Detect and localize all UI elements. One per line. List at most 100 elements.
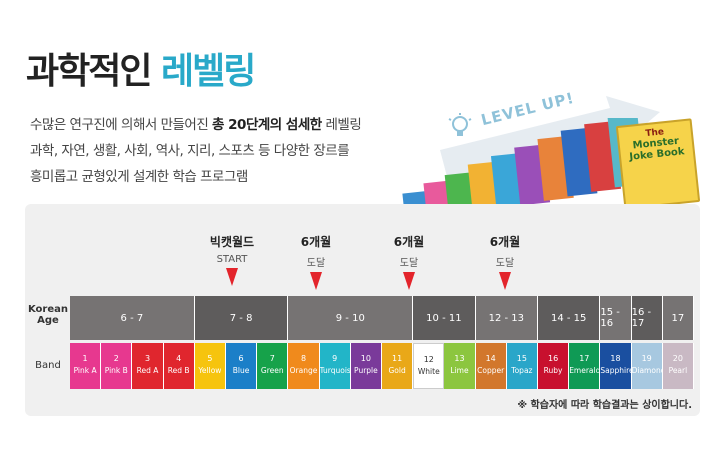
band-cell-14: 14 Copper xyxy=(475,343,507,389)
band-cell-13: 13 Lime xyxy=(444,343,476,389)
band-name: Gold xyxy=(388,366,406,375)
marker-arrow-icon xyxy=(403,272,415,290)
age-cell: 9 - 10 xyxy=(288,296,414,340)
marker-title: 6개월 xyxy=(489,235,521,249)
band-name: Turquoise xyxy=(319,366,356,375)
marker-title: 6개월 xyxy=(393,235,425,249)
band-number: 19 xyxy=(641,354,652,363)
age-cell: 17 xyxy=(662,296,694,340)
book-stack-image xyxy=(402,118,645,208)
band-number: 7 xyxy=(269,354,275,363)
band-name: Pink B xyxy=(104,366,128,375)
band-cell-12: 12 White xyxy=(413,343,445,389)
desc-text: 레벨링 xyxy=(321,117,362,133)
age-label-line-1: Korean xyxy=(27,304,69,315)
age-label-line-2: Age xyxy=(37,315,59,326)
korean-age-label: Korean Age xyxy=(26,304,70,326)
band-cell-18: 18 Sapphire xyxy=(600,343,634,389)
band-cell-15: 15 Topaz xyxy=(506,343,538,389)
marker-arrow-icon xyxy=(499,272,511,290)
marker-title: 빅캣월드 xyxy=(209,235,255,249)
age-cell: 15 - 16 xyxy=(600,296,632,340)
title-plain: 과학적인 xyxy=(26,51,152,92)
desc-bold: 총 20단계의 섬세한 xyxy=(212,117,322,133)
description: 수많은 연구진에 의해서 만들어진 총 20단계의 섬세한 레벨링 과학, 자연… xyxy=(30,112,362,190)
band-number: 18 xyxy=(610,354,621,363)
band-number: 8 xyxy=(300,354,307,363)
band-cell-1: 1 Pink A xyxy=(70,343,102,389)
band-cell-10: 10 Purple xyxy=(350,343,382,389)
title-accent: 레벨링 xyxy=(161,51,256,92)
band-number: 1 xyxy=(82,354,88,363)
age-cell: 14 - 15 xyxy=(538,296,601,340)
age-cell: 16 - 17 xyxy=(631,296,663,340)
band-number: 2 xyxy=(113,354,119,363)
page-title: 과학적인 레벨링 xyxy=(26,42,256,94)
band-label: Band xyxy=(35,360,61,371)
age-cell: 12 - 13 xyxy=(475,296,538,340)
marker-title: 6개월 xyxy=(300,235,332,249)
age-cell: 6 - 7 xyxy=(70,296,195,340)
marker-6-months-1: 6개월 도달 xyxy=(276,233,356,290)
band-number: 4 xyxy=(176,354,182,363)
band-name: Red A xyxy=(136,366,159,375)
age-cell: 7 - 8 xyxy=(194,296,289,340)
band-name: Ruby xyxy=(543,366,563,375)
band-name: Blue xyxy=(232,366,250,375)
band-name: Orange xyxy=(289,366,318,375)
band-number: 16 xyxy=(548,354,559,363)
band-name: Topaz xyxy=(511,366,533,375)
band-number: 14 xyxy=(485,354,496,363)
band-cell-4: 4 Red B xyxy=(163,343,195,389)
age-cell: 10 - 11 xyxy=(413,296,476,340)
band-name: Red B xyxy=(167,366,190,375)
marker-sub: START xyxy=(216,254,248,265)
band-name: White xyxy=(417,367,440,376)
band-cell-9: 9 Turquoise xyxy=(319,343,356,389)
band-cell-6: 6 Blue xyxy=(226,343,258,389)
marker-6-months-3: 6개월 도달 xyxy=(465,233,545,290)
band-number: 15 xyxy=(516,354,527,363)
band-cell-5: 5 Yellow xyxy=(194,343,226,389)
marker-arrow-icon xyxy=(310,272,322,290)
band-name: Green xyxy=(260,366,284,375)
band-number: 20 xyxy=(672,354,683,363)
band-cell-7: 7 Green xyxy=(257,343,289,389)
description-line-3: 흥미롭고 균형있게 설계한 학습 프로그램 xyxy=(30,169,248,185)
band-cell-19: 19 Diamond xyxy=(631,343,666,389)
band-name: Pink A xyxy=(73,366,97,375)
band-name: Diamond xyxy=(631,366,666,375)
band-number: 12 xyxy=(423,355,434,364)
marker-arrow-icon xyxy=(226,268,238,286)
marker-6-months-2: 6개월 도달 xyxy=(369,233,449,290)
description-line-1: 수많은 연구진에 의해서 만들어진 총 20단계의 섬세한 레벨링 xyxy=(30,112,362,138)
band-name: Emerald xyxy=(569,366,601,375)
band-name: Purple xyxy=(354,366,378,375)
band-cell-20: 20 Pearl xyxy=(662,343,694,389)
band-cell-8: 8 Orange xyxy=(288,343,320,389)
band-name: Copper xyxy=(477,366,505,375)
marker-sub: 도달 xyxy=(399,258,419,269)
band-number: 5 xyxy=(207,354,213,363)
band-number: 3 xyxy=(144,354,151,363)
footnote: ※ 학습자에 따라 학습결과는 상이합니다. xyxy=(517,400,692,411)
band-number: 17 xyxy=(579,354,590,363)
book-cover-monster-joke-book: The Monster Joke Book xyxy=(615,118,701,210)
band-name: Yellow xyxy=(198,366,222,375)
band-cell-16: 16 Ruby xyxy=(538,343,570,389)
band-name: Lime xyxy=(450,366,469,375)
lightbulb-icon xyxy=(448,113,472,136)
description-line-2: 과학, 자연, 생활, 사회, 역사, 지리, 스포츠 등 다양한 장르를 xyxy=(30,143,350,159)
band-name: Sapphire xyxy=(600,366,634,375)
band-number: 6 xyxy=(238,354,244,363)
band-number: 10 xyxy=(360,354,371,363)
marker-sub: 도달 xyxy=(495,258,515,269)
band-name: Pearl xyxy=(668,366,688,375)
band-number: 13 xyxy=(454,354,465,363)
band-number: 11 xyxy=(392,354,403,363)
band-cell-3: 3 Red A xyxy=(132,343,164,389)
band-cell-17: 17 Emerald xyxy=(569,343,601,389)
band-cell-11: 11 Gold xyxy=(382,343,414,389)
band-cell-2: 2 Pink B xyxy=(101,343,133,389)
marker-sub: 도달 xyxy=(306,258,326,269)
